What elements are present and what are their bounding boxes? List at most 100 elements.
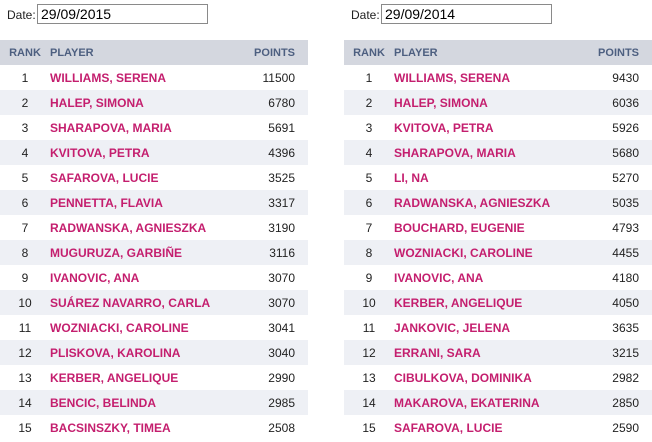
player-name-link[interactable]: KERBER, ANGELIQUE [394,290,565,315]
rank-cell: 15 [344,415,394,440]
rank-cell: 9 [344,265,394,290]
player-name-link[interactable]: KERBER, ANGELIQUE [50,365,221,390]
points-cell: 2982 [565,365,652,390]
player-name-link[interactable]: ERRANI, SARA [394,340,565,365]
rank-cell: 9 [0,265,50,290]
player-name-link[interactable]: BOUCHARD, EUGENIE [394,215,565,240]
rank-cell: 3 [344,115,394,140]
table-row: 10 KERBER, ANGELIQUE 4050 [344,290,652,315]
table-row: 2 HALEP, SIMONA 6036 [344,90,652,115]
points-cell: 2508 [221,415,308,440]
player-name-link[interactable]: CIBULKOVA, DOMINIKA [394,365,565,390]
player-name-link[interactable]: SUÁREZ NAVARRO, CARLA [50,290,221,315]
table-row: 5 LI, NA 5270 [344,165,652,190]
points-cell: 5035 [565,190,652,215]
points-cell: 3190 [221,215,308,240]
points-cell: 5926 [565,115,652,140]
table-row: 8 MUGURUZA, GARBIÑE 3116 [0,240,308,265]
rank-column-header: RANK [344,40,394,65]
points-cell: 9430 [565,65,652,90]
rank-cell: 6 [344,190,394,215]
date-label: Date: [7,8,36,22]
player-name-link[interactable]: WILLIAMS, SERENA [394,65,565,90]
player-name-link[interactable]: BACSINSZKY, TIMEA [50,415,221,440]
rank-cell: 11 [0,315,50,340]
player-name-link[interactable]: MAKAROVA, EKATERINA [394,390,565,415]
player-name-link[interactable]: PENNETTA, FLAVIA [50,190,221,215]
player-name-link[interactable]: SAFAROVA, LUCIE [394,415,565,440]
rank-cell: 14 [344,390,394,415]
table-row: 4 SHARAPOVA, MARIA 5680 [344,140,652,165]
player-name-link[interactable]: HALEP, SIMONA [394,90,565,115]
table-row: 13 CIBULKOVA, DOMINIKA 2982 [344,365,652,390]
player-name-link[interactable]: RADWANSKA, AGNIESZKA [50,215,221,240]
points-cell: 2850 [565,390,652,415]
player-name-link[interactable]: MUGURUZA, GARBIÑE [50,240,221,265]
rank-cell: 13 [344,365,394,390]
table-row: 2 HALEP, SIMONA 6780 [0,90,308,115]
date-input[interactable] [37,4,208,24]
rank-column-header: RANK [0,40,50,65]
table-row: 1 WILLIAMS, SERENA 9430 [344,65,652,90]
table-row: 3 SHARAPOVA, MARIA 5691 [0,115,308,140]
rank-cell: 2 [344,90,394,115]
player-name-link[interactable]: WOZNIACKI, CAROLINE [394,240,565,265]
rank-cell: 11 [344,315,394,340]
rank-cell: 1 [0,65,50,90]
table-row: 12 ERRANI, SARA 3215 [344,340,652,365]
player-name-link[interactable]: IVANOVIC, ANA [394,265,565,290]
table-row: 10 SUÁREZ NAVARRO, CARLA 3070 [0,290,308,315]
table-row: 6 RADWANSKA, AGNIESZKA 5035 [344,190,652,215]
points-cell: 5691 [221,115,308,140]
points-cell: 3040 [221,340,308,365]
table-row: 7 BOUCHARD, EUGENIE 4793 [344,215,652,240]
table-row: 4 KVITOVA, PETRA 4396 [0,140,308,165]
points-cell: 2990 [221,365,308,390]
table-header-row: RANK PLAYER POINTS [0,40,308,65]
rank-cell: 2 [0,90,50,115]
table-row: 3 KVITOVA, PETRA 5926 [344,115,652,140]
player-name-link[interactable]: BENCIC, BELINDA [50,390,221,415]
rank-cell: 1 [344,65,394,90]
player-name-link[interactable]: KVITOVA, PETRA [50,140,221,165]
rank-cell: 4 [0,140,50,165]
date-row: Date: [0,0,308,30]
table-row: 13 KERBER, ANGELIQUE 2990 [0,365,308,390]
table-row: 8 WOZNIACKI, CAROLINE 4455 [344,240,652,265]
table-row: 9 IVANOVIC, ANA 3070 [0,265,308,290]
date-input[interactable] [381,4,552,24]
player-name-link[interactable]: RADWANSKA, AGNIESZKA [394,190,565,215]
rank-cell: 7 [0,215,50,240]
player-name-link[interactable]: JANKOVIC, JELENA [394,315,565,340]
player-name-link[interactable]: SAFAROVA, LUCIE [50,165,221,190]
table-row: 7 RADWANSKA, AGNIESZKA 3190 [0,215,308,240]
table-row: 15 SAFAROVA, LUCIE 2590 [344,415,652,440]
table-row: 5 SAFAROVA, LUCIE 3525 [0,165,308,190]
player-name-link[interactable]: KVITOVA, PETRA [394,115,565,140]
player-name-link[interactable]: WILLIAMS, SERENA [50,65,221,90]
points-cell: 3525 [221,165,308,190]
points-cell: 3635 [565,315,652,340]
player-name-link[interactable]: PLISKOVA, KAROLINA [50,340,221,365]
points-column-header: POINTS [221,40,308,65]
rank-cell: 3 [0,115,50,140]
player-name-link[interactable]: SHARAPOVA, MARIA [394,140,565,165]
rank-cell: 8 [0,240,50,265]
rank-cell: 10 [344,290,394,315]
player-name-link[interactable]: SHARAPOVA, MARIA [50,115,221,140]
rank-cell: 5 [0,165,50,190]
table-row: 12 PLISKOVA, KAROLINA 3040 [0,340,308,365]
player-column-header: PLAYER [394,40,565,65]
player-name-link[interactable]: LI, NA [394,165,565,190]
date-row: Date: [344,0,652,30]
points-cell: 2590 [565,415,652,440]
rank-cell: 15 [0,415,50,440]
points-cell: 6780 [221,90,308,115]
player-name-link[interactable]: WOZNIACKI, CAROLINE [50,315,221,340]
rank-cell: 12 [344,340,394,365]
rank-cell: 7 [344,215,394,240]
player-name-link[interactable]: IVANOVIC, ANA [50,265,221,290]
points-cell: 11500 [221,65,308,90]
player-name-link[interactable]: HALEP, SIMONA [50,90,221,115]
